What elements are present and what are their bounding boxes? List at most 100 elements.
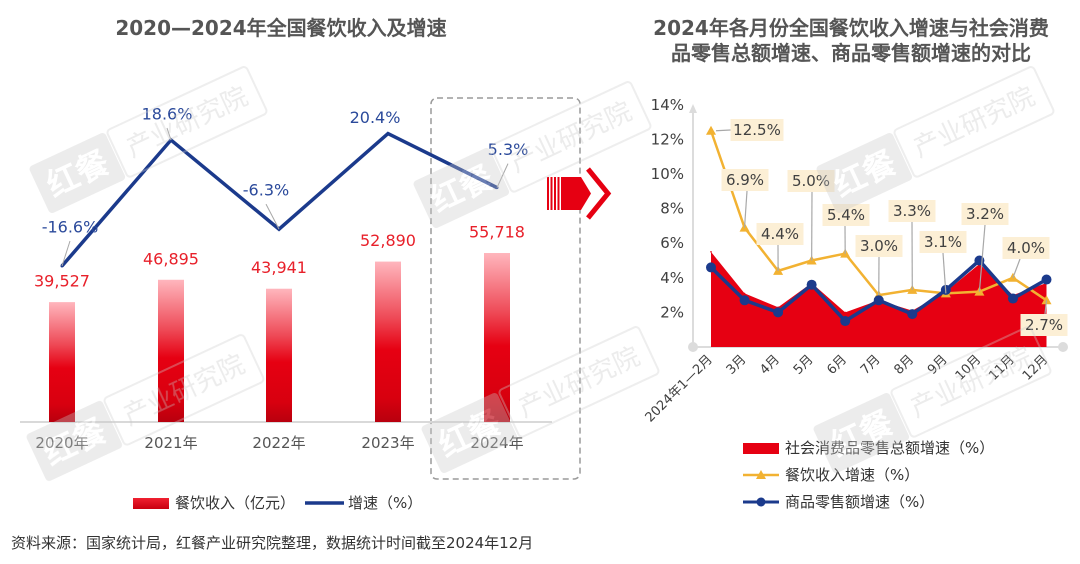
revenue-value-label: 46,895 xyxy=(143,249,199,268)
watermark-logo: 红餐产业研究院 xyxy=(816,66,1055,213)
left-chart-marks: 2020年 2021年 2022年 2023年 2024年 39,527 46,895 43,… xyxy=(34,105,528,452)
callout-box xyxy=(1002,237,1050,259)
callout-box xyxy=(1020,314,1068,336)
catering-value-label: 3.1% xyxy=(924,233,962,251)
retail-growth-area xyxy=(711,251,1047,347)
goods-point-9 xyxy=(1007,293,1018,304)
catering-value-label: 5.4% xyxy=(827,206,865,224)
growth-point-3 xyxy=(386,132,390,136)
callout-box xyxy=(919,231,967,253)
label-leader-line xyxy=(1012,258,1021,279)
catering-value-label: 3.3% xyxy=(893,202,931,220)
goods-point-6 xyxy=(907,309,918,320)
triangle-marker-icon xyxy=(756,470,766,479)
growth-value-label: -16.6% xyxy=(42,218,99,237)
revenue-value-label: 55,718 xyxy=(469,223,525,242)
callout-box xyxy=(855,235,903,257)
month-tick-label: 7月 xyxy=(858,352,884,378)
label-leader-line xyxy=(1044,300,1048,315)
catering-value-callout: 3.3% xyxy=(888,200,936,222)
callout-box xyxy=(961,203,1009,225)
catering-value-callout: 3.0% xyxy=(855,235,903,257)
label-leader-line xyxy=(715,129,731,132)
right-chart-title-line-2: 品零售总额增速、商品零售额增速的对比 xyxy=(671,41,1031,65)
circle-marker-icon xyxy=(756,497,766,507)
catering-value-callout: 4.0% xyxy=(1002,237,1050,259)
month-tick-label: 8月 xyxy=(891,352,917,378)
axis-origin-dot xyxy=(688,342,698,352)
goods-point-4 xyxy=(840,316,851,327)
axis-end-dot xyxy=(1058,342,1068,352)
highlight-box-2024 xyxy=(430,97,581,480)
catering-value-label: 3.0% xyxy=(860,237,898,255)
y-axis-arrow-icon xyxy=(689,104,697,113)
catering-value-label: 12.5% xyxy=(733,121,781,139)
x-tick-label: 2021年 xyxy=(144,434,197,452)
label-leader-line xyxy=(743,190,748,228)
callout-box xyxy=(888,200,936,222)
legend-swatch-retail xyxy=(743,443,779,454)
catering-point-0 xyxy=(706,125,716,135)
left-legend: 餐饮收入（亿元） 增速（%） xyxy=(133,494,422,512)
catering-value-callout: 3.1% xyxy=(919,231,967,253)
growth-value-label: -6.3% xyxy=(243,181,289,200)
callout-box xyxy=(721,169,769,191)
legend-item-growth[interactable]: 增速（%） xyxy=(305,494,422,512)
revenue-bar-1 xyxy=(158,279,184,422)
right-chart-title-line-1: 2024年各月份全国餐饮收入增速与社会消费 xyxy=(653,16,1049,40)
catering-value-label: 5.0% xyxy=(792,172,830,190)
legend-item-catering[interactable]: 餐饮收入增速（%） xyxy=(743,466,919,484)
revenue-value-label: 39,527 xyxy=(34,272,90,291)
legend-item-goods[interactable]: 商品零售额增速（%） xyxy=(743,493,934,511)
goods-point-10 xyxy=(1041,274,1052,285)
label-leader-line xyxy=(496,163,509,188)
revenue-bar-2 xyxy=(266,288,292,422)
y-tick-label: 14% xyxy=(651,96,684,114)
goods-point-5 xyxy=(873,295,884,306)
month-tick-label: 2024年1—2月 xyxy=(643,352,716,425)
label-leader-line xyxy=(166,127,172,141)
x-tick-label: 2024年 xyxy=(470,434,523,452)
month-tick-label: 6月 xyxy=(824,352,850,378)
goods-point-1 xyxy=(739,295,750,306)
watermark-logo: 红餐产业研究院 xyxy=(421,326,660,473)
callout-box xyxy=(822,204,870,226)
retail-point-0 xyxy=(710,251,712,253)
watermark-logo: 红餐产业研究院 xyxy=(413,81,652,228)
x-tick-label: 2022年 xyxy=(252,434,305,452)
y-tick-label: 8% xyxy=(660,200,684,218)
revenue-value-label: 43,941 xyxy=(251,258,307,277)
catering-value-label: 3.2% xyxy=(966,205,1004,223)
watermark-layer: 红餐产业研究院红餐产业研究院红餐产业研究院红餐产业研究院红餐产业研究院红餐产业研… xyxy=(26,66,1055,481)
label-leader-line xyxy=(61,240,71,267)
legend-label-growth: 增速（%） xyxy=(348,494,422,512)
legend-label-catering: 餐饮收入增速（%） xyxy=(785,466,919,484)
growth-value-label: 5.3% xyxy=(488,140,529,159)
legend-label-goods: 商品零售额增速（%） xyxy=(785,493,934,511)
catering-value-label: 6.9% xyxy=(726,171,764,189)
legend-item-revenue[interactable]: 餐饮收入（亿元） xyxy=(133,494,295,512)
catering-value-label: 4.4% xyxy=(761,225,799,243)
revenue-value-label: 52,890 xyxy=(360,231,416,250)
label-leader-line xyxy=(265,203,280,230)
right-arrow-icon xyxy=(547,167,612,220)
label-leader-line xyxy=(978,224,986,292)
catering-value-label: 4.0% xyxy=(1007,239,1045,257)
month-tick-label: 3月 xyxy=(724,352,750,378)
catering-value-callout: 5.4% xyxy=(822,204,870,226)
y-tick-label: 12% xyxy=(651,130,684,148)
catering-value-label: 2.7% xyxy=(1025,316,1063,334)
revenue-bar-4 xyxy=(484,253,510,422)
x-tick-label: 2023年 xyxy=(361,434,414,452)
catering-value-callout: 2.7% xyxy=(1020,314,1068,336)
legend-label-revenue: 餐饮收入（亿元） xyxy=(175,494,295,512)
catering-value-callout: 6.9% xyxy=(721,169,769,191)
month-tick-label: 4月 xyxy=(757,352,783,378)
x-tick-label: 2020年 xyxy=(35,434,88,452)
catering-point-10 xyxy=(1041,295,1052,305)
legend-swatch-revenue xyxy=(133,498,169,509)
